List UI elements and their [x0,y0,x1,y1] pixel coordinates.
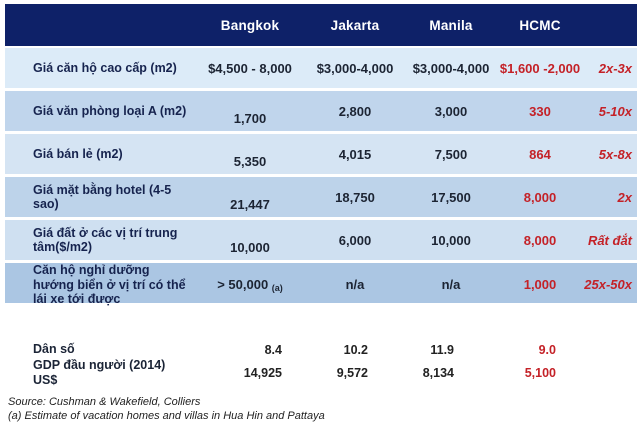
stat-manila: 8,134 [422,365,454,380]
value-jakarta: 4,015 [338,146,372,162]
row-label: Giá bán lẻ (m2) [33,146,123,161]
table-row-retail: Giá bán lẻ (m2) 5,350 4,015 7,500 864 5x… [5,134,637,174]
value-hcmc: 1,000 [523,277,557,293]
value-bangkok: 10,000 [230,239,270,255]
stats-section: Dân số 8.4 10.2 11.9 9.0 GDP đầu người (… [5,341,637,387]
value-manila: $3,000-4,000 [412,60,490,76]
value-bangkok: 21,447 [230,196,270,212]
footnote-ref-a: (a) [271,283,283,294]
row-label: Căn hộ nghỉ dưỡng hướng biển ở vị trí có… [33,263,186,306]
header-bangkok: Bangkok [220,17,280,33]
header-jakarta: Jakarta [330,17,380,33]
value-ratio: Rất đắt [587,232,632,248]
value-hcmc: 8,000 [523,189,557,205]
value-ratio: 2x-3x [598,60,632,76]
table-row-beach-resort-condo: Căn hộ nghỉ dưỡng hướng biển ở vị trí có… [5,263,637,306]
value-jakarta: $3,000-4,000 [316,60,394,76]
stat-hcmc: 9.0 [538,342,556,357]
row-label: Giá đất ở các vị trí trung tâm($/m2) [33,225,178,255]
stat-jakarta: 9,572 [336,365,368,380]
value-bangkok: > 50,000 (a) [195,277,305,294]
table-row-hotel: Giá mặt bằng hotel (4-5 sao) 21,447 18,7… [5,177,637,217]
value-bangkok: $4,500 - 8,000 [208,60,292,76]
value-jakarta: 2,800 [338,103,372,119]
value-manila: 10,000 [431,232,471,248]
value-hcmc: $1,600 -2,000 [499,60,581,76]
value-manila: 7,500 [434,146,468,162]
table-row-central-land: Giá đất ở các vị trí trung tâm($/m2) 10,… [5,220,637,260]
value-bangkok: 5,350 [233,153,267,169]
source-note: Source: Cushman & Wakefield, Colliers [8,396,201,408]
value-ratio: 2x [617,189,632,205]
value-bangkok: 1,700 [233,110,267,126]
stat-manila: 11.9 [430,342,454,357]
value-jakarta: n/a [345,277,365,293]
table-row-grade-a-office: Giá văn phòng loại A (m2) 1,700 2,800 3,… [5,91,637,131]
table-header-row: Bangkok Jakarta Manila HCMC [5,4,637,46]
value-manila: 17,500 [431,189,471,205]
row-label: Giá căn hộ cao cấp (m2) [33,60,177,75]
value-hcmc: 330 [529,103,551,119]
value-ratio: 25x-50x [584,277,632,293]
stat-label: Dân số [33,342,75,357]
footnote-a: (a) Estimate of vacation homes and villa… [8,409,325,422]
value-hcmc: 864 [529,146,551,162]
header-hcmc: HCMC [519,17,561,33]
value-jakarta: 18,750 [335,189,375,205]
stat-jakarta: 10.2 [343,342,368,357]
value-manila: n/a [441,277,461,293]
table-row-luxury-apartment: Giá căn hộ cao cấp (m2) $4,500 - 8,000 $… [5,48,637,88]
value-ratio: 5x-8x [598,146,632,162]
stats-row-population: Dân số 8.4 10.2 11.9 9.0 [5,341,637,358]
notes-section: Source: Cushman & Wakefield, Colliers (a… [8,396,628,423]
stat-hcmc: 5,100 [524,365,556,380]
value-hcmc: 8,000 [523,232,557,248]
row-label: Giá văn phòng loại A (m2) [33,103,187,118]
value-ratio: 5-10x [598,103,632,119]
price-comparison-table: Bangkok Jakarta Manila HCMC Giá căn hộ c… [5,4,637,306]
stat-label: GDP đầu người (2014) US$ [33,358,166,387]
value-bangkok-number: > 50,000 [217,277,269,293]
stat-bangkok: 8.4 [264,342,282,357]
value-jakarta: 6,000 [338,232,372,248]
value-manila: 3,000 [434,103,468,119]
stat-bangkok: 14,925 [243,365,282,380]
row-label: Giá mặt bằng hotel (4-5 sao) [33,182,172,212]
stats-row-gdp: GDP đầu người (2014) US$ 14,925 9,572 8,… [5,358,637,387]
header-manila: Manila [429,17,473,33]
